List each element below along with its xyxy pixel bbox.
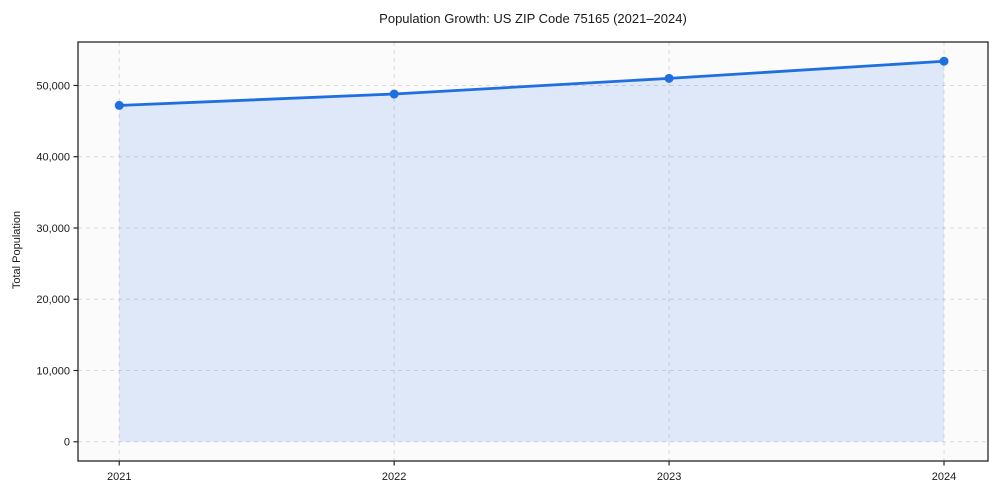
y-tick-label: 20,000 — [36, 294, 70, 306]
series-line — [117, 59, 946, 107]
data-point — [939, 56, 949, 66]
y-tick-label: 50,000 — [36, 80, 70, 92]
y-axis-label: Total Population — [11, 210, 23, 290]
x-tick-label: 2021 — [107, 471, 131, 483]
series-area — [119, 61, 945, 442]
axis-tick-marks — [73, 84, 945, 466]
data-point — [389, 89, 399, 99]
y-tick-label: 40,000 — [36, 152, 70, 164]
x-tick-label: 2024 — [932, 471, 956, 483]
gridlines — [78, 42, 988, 461]
line-series — [117, 59, 946, 107]
data-point — [664, 73, 674, 83]
data-point-markers — [114, 56, 949, 110]
y-tick-label: 0 — [64, 437, 70, 449]
data-point — [114, 100, 124, 110]
area-fill — [119, 61, 945, 442]
plot-background — [78, 42, 988, 461]
axis-tick-labels: 0 10,000 20,000 30,000 40,000 50,000 2021 2022 2… — [36, 80, 956, 483]
y-tick-label: 30,000 — [36, 223, 70, 235]
x-tick-label: 2022 — [382, 471, 406, 483]
y-tick-label: 10,000 — [36, 365, 70, 377]
chart-title: Population Growth: US ZIP Code 75165 (20… — [379, 11, 687, 26]
x-tick-label: 2023 — [657, 471, 681, 483]
plot-border — [77, 41, 989, 462]
